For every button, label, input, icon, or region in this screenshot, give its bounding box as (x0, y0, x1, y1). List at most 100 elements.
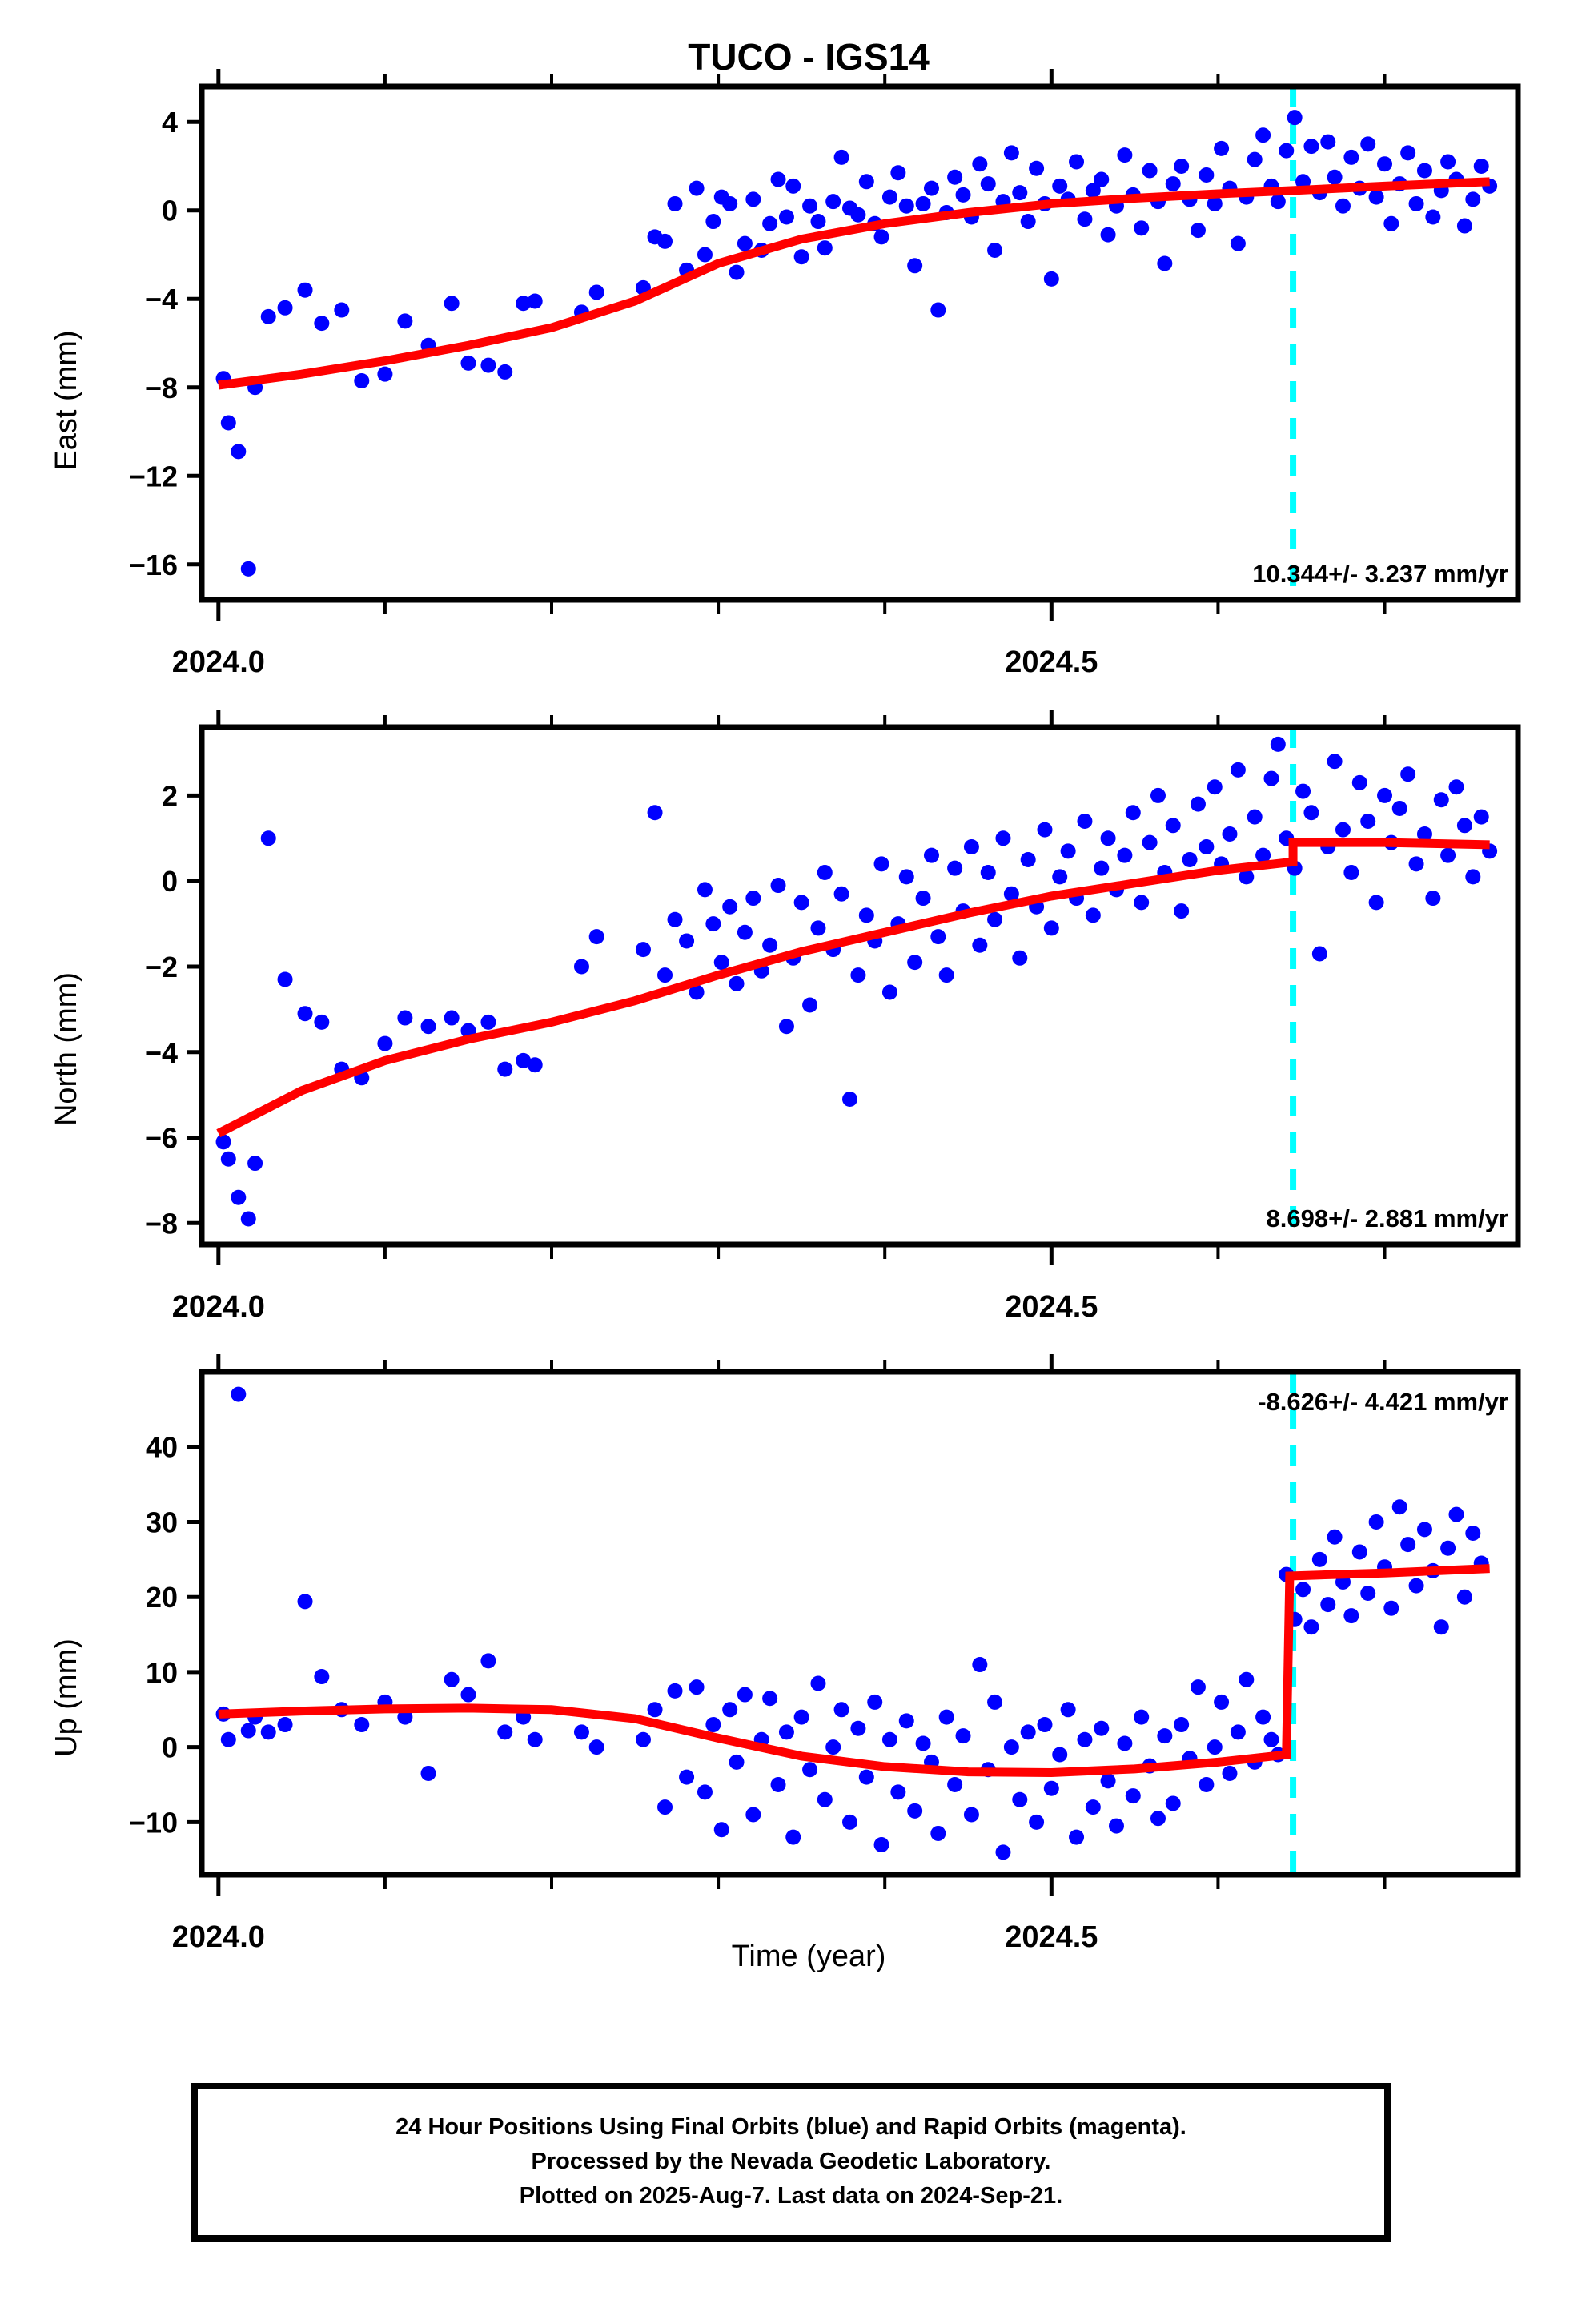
y-tick-label: −8 (145, 1207, 178, 1240)
data-point (802, 997, 818, 1013)
data-point (647, 805, 663, 821)
data-point (907, 955, 923, 971)
data-point (947, 1777, 963, 1793)
data-point (1134, 895, 1150, 911)
data-point (1069, 154, 1085, 170)
data-point (1214, 1694, 1230, 1710)
data-point (1094, 860, 1110, 876)
data-point (1230, 235, 1246, 251)
y-tick-label: −2 (145, 951, 178, 983)
data-point (1174, 158, 1190, 174)
data-point (1174, 903, 1190, 919)
data-point (737, 235, 753, 251)
data-point (1247, 151, 1263, 167)
data-point (635, 942, 651, 958)
data-point (1069, 1829, 1085, 1845)
data-point (1343, 149, 1359, 165)
y-tick-label: −4 (145, 283, 178, 316)
data-point (1012, 185, 1028, 201)
data-point (825, 194, 841, 210)
data-point (1351, 774, 1367, 790)
data-point (873, 229, 889, 245)
data-point (1157, 1728, 1173, 1744)
data-point (1270, 194, 1286, 210)
y-axis-label-north: North (mm) (50, 972, 83, 1126)
data-point (1037, 1717, 1053, 1733)
data-point (1165, 1795, 1181, 1811)
data-point (1263, 1731, 1279, 1747)
data-point (231, 444, 247, 460)
data-point (1327, 169, 1343, 185)
data-point (842, 1814, 858, 1830)
data-point (1085, 183, 1101, 199)
data-point (1060, 843, 1076, 859)
data-point (1182, 852, 1198, 867)
page-title: TUCO - IGS14 (688, 36, 930, 78)
data-point (297, 282, 313, 298)
data-point (1360, 813, 1376, 829)
data-point (867, 1694, 883, 1710)
data-point (1327, 1529, 1343, 1545)
data-point (460, 1687, 476, 1703)
data-point (1383, 215, 1399, 231)
data-point (297, 1594, 313, 1610)
data-point (850, 1720, 866, 1736)
y-axis-label-up: Up (mm) (50, 1638, 83, 1757)
y-tick-label: 0 (162, 195, 178, 227)
data-point (397, 1709, 413, 1725)
data-point (793, 895, 809, 911)
y-tick-label: 10 (146, 1656, 178, 1689)
data-point (947, 169, 963, 185)
data-point (705, 916, 721, 932)
rate-annotation-east: 10.344+/- 3.237 mm/yr (1252, 560, 1508, 588)
data-point (1190, 223, 1206, 239)
data-point (898, 1713, 914, 1729)
data-point (898, 869, 914, 885)
data-point (334, 302, 350, 318)
data-point (277, 971, 293, 987)
data-point (1077, 1731, 1093, 1747)
data-point (1320, 1597, 1336, 1613)
y-axis-label-east: East (mm) (50, 330, 83, 470)
data-point (762, 937, 778, 953)
data-point (915, 195, 931, 211)
data-point (231, 1386, 247, 1402)
data-point (1077, 813, 1093, 829)
data-point (516, 296, 532, 312)
data-point (1029, 1814, 1045, 1830)
data-point (1440, 154, 1456, 170)
data-point (1303, 1619, 1319, 1635)
x-tick-label: 2024.5 (1005, 645, 1098, 679)
data-point (963, 838, 979, 854)
data-point (240, 1211, 256, 1227)
data-point (1085, 1799, 1101, 1815)
data-point (1433, 792, 1449, 808)
y-tick-label: 40 (146, 1431, 178, 1464)
data-point (667, 195, 683, 211)
data-point (1012, 1791, 1028, 1807)
data-point (1456, 818, 1472, 834)
data-point (1408, 1578, 1424, 1594)
data-point (444, 296, 460, 312)
data-point (1003, 886, 1019, 902)
data-point (1465, 191, 1481, 207)
data-point (938, 1709, 954, 1725)
data-point (1134, 1709, 1150, 1725)
data-point (1400, 766, 1416, 782)
data-point (881, 1731, 897, 1747)
data-point (1020, 852, 1036, 867)
data-point (573, 959, 589, 975)
data-point (980, 176, 996, 192)
data-point (497, 364, 513, 380)
data-point (697, 882, 713, 898)
data-point (729, 975, 745, 991)
data-point (729, 1754, 745, 1770)
data-point (987, 1694, 1003, 1710)
x-tick-label: 2024.5 (1005, 1290, 1098, 1324)
data-point (667, 1683, 683, 1699)
data-point (1465, 1526, 1481, 1542)
data-point (297, 1006, 313, 1022)
data-point (770, 171, 786, 187)
data-point (231, 1189, 247, 1205)
